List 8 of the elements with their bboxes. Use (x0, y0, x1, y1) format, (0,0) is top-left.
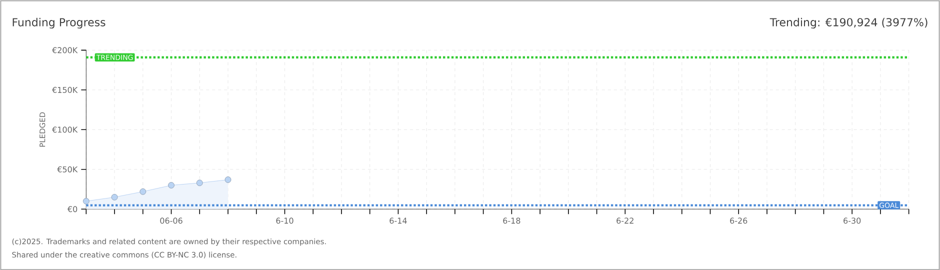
point (224, 176, 232, 183)
point (196, 180, 203, 186)
point (82, 198, 90, 204)
point (140, 188, 146, 195)
chart-subtitle: Trending: €190,924 (3977%) (770, 18, 928, 28)
point (111, 194, 118, 200)
point (168, 182, 174, 188)
chart-title: Funding Progress (12, 18, 106, 28)
